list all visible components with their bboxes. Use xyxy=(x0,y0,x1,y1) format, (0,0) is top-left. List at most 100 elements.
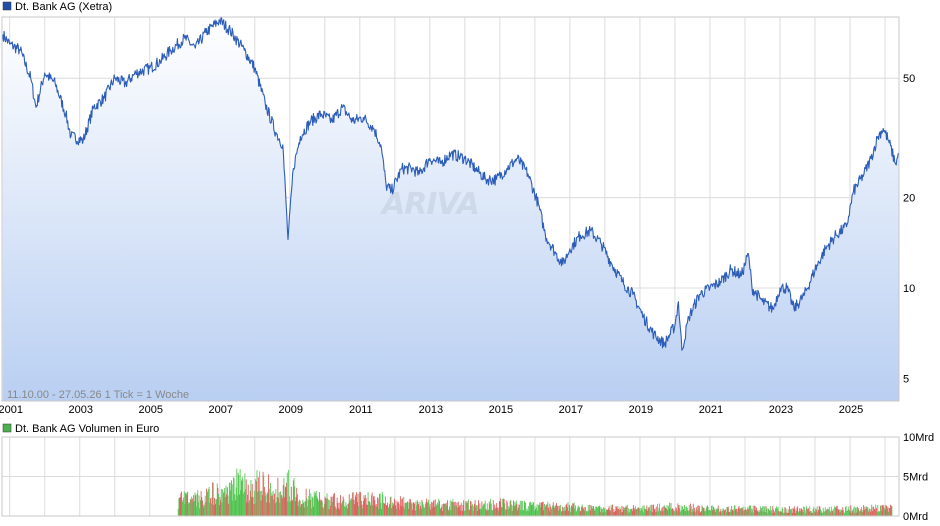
volume-bar xyxy=(744,506,746,516)
volume-bar xyxy=(374,500,376,516)
volume-bar xyxy=(789,509,791,516)
volume-bar xyxy=(397,502,399,516)
volume-bar xyxy=(628,508,630,516)
volume-bar xyxy=(315,492,317,516)
volume-bar xyxy=(245,479,247,516)
volume-bar xyxy=(696,505,698,516)
volume-bar xyxy=(652,504,654,516)
volume-bar xyxy=(413,502,415,516)
volume-bar xyxy=(313,506,314,516)
volume-bar xyxy=(424,503,426,516)
volume-bar xyxy=(395,505,397,516)
volume-bar xyxy=(560,511,562,516)
volume-bar xyxy=(795,510,797,516)
volume-bar xyxy=(465,502,467,516)
volume-bar xyxy=(830,506,832,516)
volume-bar xyxy=(269,502,271,516)
volume-bar xyxy=(603,508,605,516)
volume-bar xyxy=(669,502,671,516)
volume-bar xyxy=(267,474,269,516)
volume-bar xyxy=(573,502,575,516)
volume-bar xyxy=(706,506,708,516)
volume-bar xyxy=(630,509,632,516)
volume-bar xyxy=(643,512,644,516)
volume-bar xyxy=(606,509,608,516)
volume-bar xyxy=(226,494,228,516)
volume-bar xyxy=(329,500,331,516)
volume-bar xyxy=(648,507,650,516)
volume-bar xyxy=(464,510,466,516)
volume-bar xyxy=(537,510,539,516)
volume-bar xyxy=(286,482,288,516)
volume-bar xyxy=(187,491,189,516)
volume-bar xyxy=(838,509,840,516)
volume-bar xyxy=(368,500,370,516)
volume-bar xyxy=(730,512,732,516)
volume-bar xyxy=(495,507,497,516)
volume-bar xyxy=(633,507,635,516)
volume-bar xyxy=(361,504,363,516)
volume-bar xyxy=(676,508,677,516)
volume-bar xyxy=(500,498,502,516)
volume-bar xyxy=(211,497,213,516)
volume-bar xyxy=(752,505,754,516)
volume-bar xyxy=(382,494,384,516)
volume-bar xyxy=(733,511,735,516)
volume-bar xyxy=(449,500,451,516)
volume-bar xyxy=(548,507,549,516)
volume-bar xyxy=(797,506,799,516)
volume-bar xyxy=(536,504,538,516)
volume-bar xyxy=(601,509,603,516)
volume-bar xyxy=(345,502,347,516)
volume-bar xyxy=(465,501,467,516)
volume-bar xyxy=(673,511,675,516)
volume-bar xyxy=(708,509,710,516)
volume-bar xyxy=(758,511,760,516)
volume-bar xyxy=(836,506,838,516)
range-info-text: 11.10.00 - 27.05.26 1 Tick = 1 Woche xyxy=(7,389,189,401)
volume-bar xyxy=(562,506,564,516)
volume-bar xyxy=(736,512,738,516)
volume-bar xyxy=(205,502,207,516)
volume-bar xyxy=(227,495,229,516)
volume-bar xyxy=(506,500,508,516)
volume-bar xyxy=(766,512,768,516)
volume-bar xyxy=(768,508,770,516)
volume-bar xyxy=(416,505,418,516)
volume-bar xyxy=(712,510,714,516)
volume-bar xyxy=(446,505,448,516)
volume-bar xyxy=(694,507,696,516)
volume-bar xyxy=(196,493,198,516)
volume-bar xyxy=(402,506,404,516)
volume-bar xyxy=(845,506,847,516)
volume-plot-frame xyxy=(1,436,900,517)
volume-bar xyxy=(772,509,774,516)
volume-bar xyxy=(610,504,612,516)
volume-bar xyxy=(271,492,273,516)
volume-bar xyxy=(852,511,854,516)
volume-bar xyxy=(308,496,310,516)
volume-bar xyxy=(718,508,720,516)
volume-bar xyxy=(424,508,426,516)
volume-bar xyxy=(773,513,775,516)
volume-bar xyxy=(859,511,861,516)
volume-bar xyxy=(515,505,516,516)
volume-bar xyxy=(469,509,471,516)
volume-bar xyxy=(441,504,443,516)
volume-bar xyxy=(207,492,209,516)
volume-bar xyxy=(807,508,809,516)
volume-legend-swatch xyxy=(2,423,12,433)
volume-bar xyxy=(599,505,601,516)
volume-bar xyxy=(585,511,587,516)
volume-bar xyxy=(727,507,729,516)
volume-bar xyxy=(341,504,343,516)
volume-bar xyxy=(622,511,624,516)
volume-bar xyxy=(745,509,747,516)
volume-bar xyxy=(680,511,681,516)
volume-bar xyxy=(884,509,886,516)
volume-bar xyxy=(550,509,552,516)
volume-bar xyxy=(565,505,567,516)
volume-bar xyxy=(383,503,385,516)
volume-bar xyxy=(325,498,327,516)
volume-bar xyxy=(818,509,819,516)
